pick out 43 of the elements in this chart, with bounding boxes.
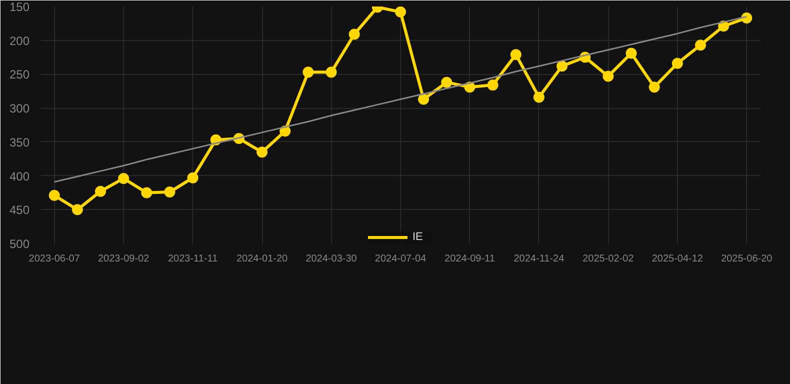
x-tick-label: 2024-01-20 <box>236 254 288 264</box>
y-tick-label: 250 <box>9 68 30 82</box>
point <box>441 76 452 88</box>
point <box>672 58 683 69</box>
y-tick-label: 300 <box>9 102 30 116</box>
point <box>72 204 83 216</box>
legend-label: IE <box>412 231 424 243</box>
point <box>95 186 106 197</box>
y-tick-label: 500 <box>9 237 30 251</box>
y-tick-label: 350 <box>9 135 30 150</box>
x-tick-label: 2025-04-12 <box>652 254 704 264</box>
x-tick-label: 2025-02-02 <box>582 254 634 264</box>
point <box>487 80 498 91</box>
y-tick-label: 200 <box>9 34 30 48</box>
point <box>326 66 337 78</box>
x-tick-label: 2024-07-04 <box>374 254 427 264</box>
point <box>164 186 176 198</box>
x-tick-label: 2023-09-02 <box>98 254 150 264</box>
y-tick-label: 400 <box>9 169 30 184</box>
point <box>348 28 360 40</box>
point <box>533 92 544 103</box>
y-tick-label: 150 <box>9 0 30 14</box>
point <box>510 49 522 60</box>
point <box>395 6 406 18</box>
point <box>602 70 614 82</box>
point <box>556 60 568 72</box>
x-tick-label: 2023-11-11 <box>168 254 218 264</box>
point <box>626 48 637 59</box>
x-tick-label: 2025-06-20 <box>721 254 773 264</box>
point <box>48 190 60 201</box>
x-tick-label: 2024-03-30 <box>306 254 358 264</box>
x-tick-label: 2023-06-07 <box>28 254 80 264</box>
point <box>141 187 152 198</box>
point <box>648 82 660 93</box>
point <box>256 146 268 158</box>
y-tick-label: 450 <box>9 203 30 218</box>
point <box>695 40 706 51</box>
point <box>118 173 130 184</box>
point <box>418 94 430 105</box>
x-tick-label: 2024-11-24 <box>514 254 565 264</box>
point <box>187 172 198 184</box>
x-tick-label: 2024-09-11 <box>444 254 496 264</box>
point <box>302 66 314 78</box>
